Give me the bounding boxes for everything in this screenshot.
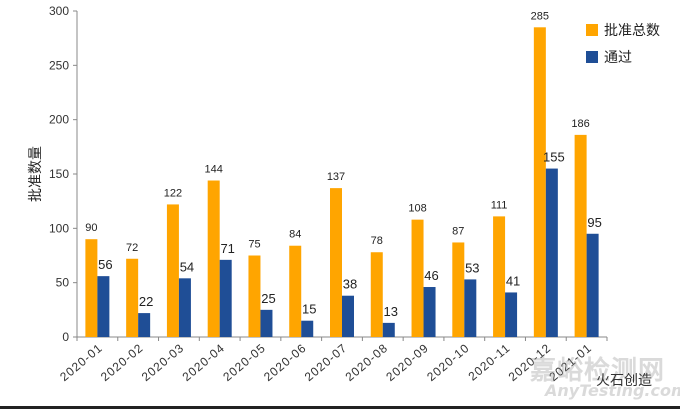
bar-total — [574, 134, 587, 337]
bar-total — [207, 180, 220, 337]
data-label-total: 122 — [164, 187, 182, 199]
bottom-border — [0, 406, 680, 409]
legend-swatch — [586, 24, 598, 36]
data-label-passed: 54 — [180, 259, 194, 274]
data-label-total: 137 — [327, 171, 345, 183]
y-tick-label: 50 — [56, 276, 70, 290]
data-label-total: 90 — [85, 222, 97, 234]
y-tick-label: 150 — [49, 167, 69, 181]
legend-label: 通过 — [604, 49, 632, 65]
data-label-passed: 71 — [220, 241, 234, 256]
data-label-total: 72 — [126, 242, 138, 254]
data-label-passed: 56 — [98, 257, 112, 272]
data-label-total: 144 — [205, 164, 223, 176]
x-tick-label: 2020-01 — [57, 341, 105, 385]
bar-passed — [138, 313, 151, 337]
data-label-passed: 15 — [302, 302, 316, 317]
bar-passed — [423, 287, 436, 337]
bar-total — [289, 245, 302, 337]
data-label-passed: 95 — [587, 215, 601, 230]
data-label-total: 84 — [289, 229, 301, 241]
data-label-total: 87 — [452, 225, 464, 237]
data-label-passed: 25 — [261, 291, 275, 306]
bar-total — [493, 216, 506, 337]
watermark-source: 火石创造 — [596, 373, 652, 389]
bar-total — [370, 252, 383, 337]
legend-label: 批准总数 — [604, 22, 660, 38]
data-label-total: 78 — [371, 235, 383, 247]
bar-total — [533, 27, 546, 338]
bar-total — [452, 242, 465, 337]
x-tick-label: 2020-10 — [424, 341, 472, 385]
bar-total — [248, 255, 261, 337]
bar-passed — [586, 233, 599, 337]
x-tick-label: 2020-06 — [261, 341, 309, 385]
legend-swatch — [586, 51, 598, 63]
data-label-total: 111 — [491, 199, 508, 211]
bar-passed — [219, 259, 232, 337]
y-tick-label: 200 — [49, 113, 69, 127]
y-tick-label: 100 — [49, 221, 69, 235]
x-tick-label: 2020-05 — [220, 341, 268, 385]
bar-passed — [382, 322, 395, 337]
bar-total — [330, 188, 342, 337]
data-label-passed: 46 — [424, 268, 438, 283]
bar-total — [85, 239, 98, 337]
data-label-passed: 155 — [543, 150, 565, 165]
data-label-total: 75 — [248, 239, 260, 251]
x-tick-label: 2020-07 — [302, 341, 350, 385]
y-axis-title: 批准数量 — [27, 146, 43, 202]
bar-passed — [505, 292, 518, 337]
data-label-passed: 13 — [384, 304, 398, 319]
bar-passed — [260, 309, 273, 337]
data-label-passed: 53 — [465, 260, 479, 275]
x-tick-label: 2020-08 — [343, 341, 391, 385]
data-label-total: 186 — [571, 118, 589, 130]
y-tick-label: 250 — [49, 58, 69, 72]
x-tick-label: 2020-03 — [139, 341, 187, 385]
data-label-total: 108 — [408, 203, 426, 215]
bar-total — [166, 204, 179, 337]
bar-total — [411, 219, 424, 337]
x-tick-label: 2020-04 — [180, 341, 228, 385]
bar-passed — [178, 278, 191, 337]
data-label-passed: 38 — [343, 277, 357, 292]
bar-total — [126, 258, 139, 337]
data-label-passed: 22 — [139, 294, 153, 309]
x-tick-label: 2020-11 — [466, 341, 513, 384]
y-tick-label: 0 — [62, 330, 69, 344]
bar-passed — [301, 320, 314, 337]
x-tick-label: 2020-09 — [383, 341, 431, 385]
watermark-site-cn: 嘉峪检测网 — [530, 356, 666, 386]
bar-passed — [545, 168, 558, 337]
x-tick-label: 2020-02 — [98, 341, 146, 385]
y-tick-label: 300 — [49, 4, 69, 18]
data-label-total: 285 — [531, 10, 549, 22]
data-label-passed: 41 — [506, 273, 520, 288]
bar-passed — [464, 279, 477, 337]
bar-passed — [97, 276, 110, 337]
bar-passed — [342, 295, 354, 337]
watermark-site-en: AnyTesting.com — [545, 381, 680, 400]
